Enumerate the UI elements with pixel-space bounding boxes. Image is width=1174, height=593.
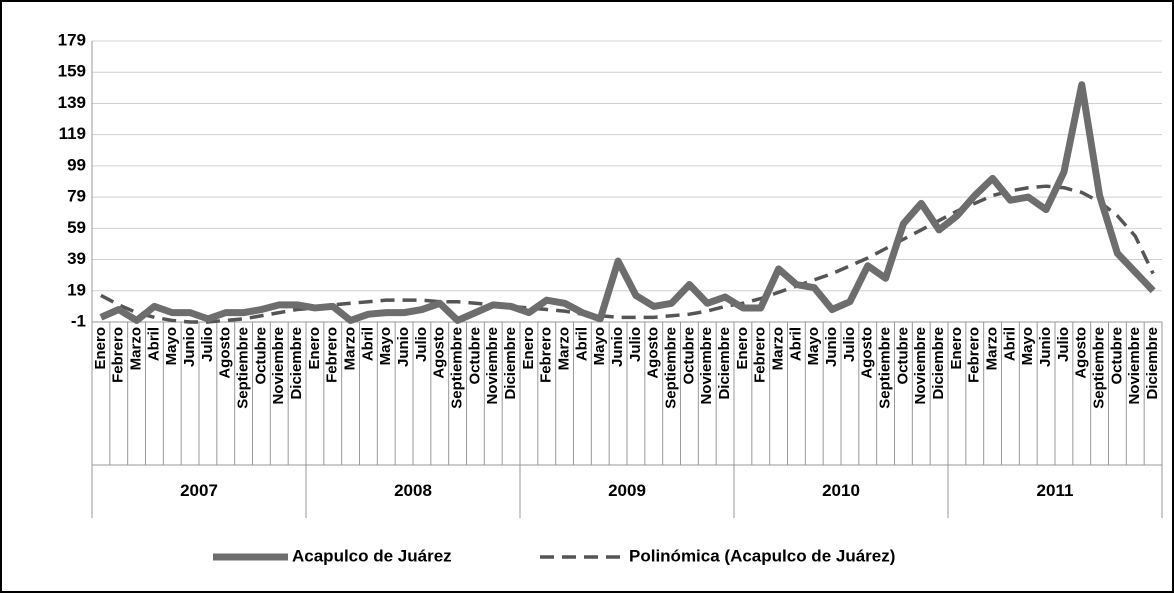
x-tick-label: Febrero bbox=[110, 327, 127, 383]
y-tick-label: 19 bbox=[67, 280, 86, 299]
y-tick-label: 119 bbox=[59, 124, 86, 143]
x-tick-label: Octubre bbox=[680, 327, 697, 385]
x-tick-label: Enero bbox=[520, 327, 537, 370]
x-tick-label: Septiembre bbox=[663, 327, 680, 409]
x-tick-label: Enero bbox=[734, 327, 751, 370]
x-tick-label: Agosto bbox=[217, 327, 234, 379]
x-tick-label: Mayo bbox=[805, 327, 822, 365]
x-tick-label: Mayo bbox=[377, 327, 394, 365]
x-tick-label: Mayo bbox=[163, 327, 180, 365]
x-tick-label: Enero bbox=[92, 327, 109, 370]
data-line bbox=[99, 81, 1156, 324]
x-tick-label: Noviembre bbox=[912, 327, 929, 405]
x-tick-label: Diciembre bbox=[1144, 327, 1161, 400]
x-tick-label: Diciembre bbox=[930, 327, 947, 400]
x-tick-label: Mayo bbox=[591, 327, 608, 365]
x-tick-label: Febrero bbox=[538, 327, 555, 383]
x-tick-label: Marzo bbox=[128, 327, 145, 370]
x-tick-label: Septiembre bbox=[235, 327, 252, 409]
x-tick-label: Junio bbox=[823, 327, 840, 367]
x-tick-label: Septiembre bbox=[1091, 327, 1108, 409]
y-tick-label: -1 bbox=[71, 311, 86, 330]
x-tick-label: Junio bbox=[609, 327, 626, 367]
x-tick-label: Octubre bbox=[894, 327, 911, 385]
x-tick-label: Agosto bbox=[1073, 327, 1090, 379]
y-tick-label: 99 bbox=[67, 155, 86, 174]
x-tick-label: Agosto bbox=[859, 327, 876, 379]
x-tick-label: Junio bbox=[1037, 327, 1054, 367]
x-tick-label: Junio bbox=[395, 327, 412, 367]
x-tick-label: Abril bbox=[359, 327, 376, 361]
x-tick-label: Noviembre bbox=[270, 327, 287, 405]
x-tick-label: Diciembre bbox=[288, 327, 305, 400]
y-tick-label: 179 bbox=[58, 30, 86, 49]
x-tick-label: Agosto bbox=[645, 327, 662, 379]
year-label: 2009 bbox=[608, 481, 646, 500]
year-label: 2010 bbox=[822, 481, 860, 500]
x-tick-label: Marzo bbox=[556, 327, 573, 370]
x-tick-label: Julio bbox=[1055, 327, 1072, 362]
legend-label: Polinómica (Acapulco de Juárez) bbox=[629, 546, 895, 565]
x-tick-label: Abril bbox=[787, 327, 804, 361]
x-tick-label: Septiembre bbox=[449, 327, 466, 409]
y-tick-label: 59 bbox=[67, 218, 86, 237]
data-line bbox=[100, 184, 1155, 324]
x-tick-label: Noviembre bbox=[484, 327, 501, 405]
x-tick-label: Agosto bbox=[431, 327, 448, 379]
x-tick-label: Abril bbox=[1001, 327, 1018, 361]
year-label: 2007 bbox=[180, 481, 218, 500]
x-tick-label: Enero bbox=[306, 327, 323, 370]
x-tick-label: Octubre bbox=[466, 327, 483, 385]
legend-label: Acapulco de Juárez bbox=[292, 546, 452, 565]
x-tick-label: Diciembre bbox=[716, 327, 733, 400]
x-tick-label: Julio bbox=[413, 327, 430, 362]
x-tick-label: Febrero bbox=[324, 327, 341, 383]
x-tick-label: Abril bbox=[145, 327, 162, 361]
x-tick-label: Diciembre bbox=[502, 327, 519, 400]
x-tick-label: Junio bbox=[181, 327, 198, 367]
x-tick-label: Mayo bbox=[1019, 327, 1036, 365]
x-tick-label: Febrero bbox=[966, 327, 983, 383]
x-tick-label: Marzo bbox=[984, 327, 1001, 370]
x-tick-label: Marzo bbox=[342, 327, 359, 370]
year-label: 2008 bbox=[394, 481, 432, 500]
x-tick-label: Octubre bbox=[1108, 327, 1125, 385]
x-tick-label: Febrero bbox=[752, 327, 769, 383]
x-tick-label: Marzo bbox=[770, 327, 787, 370]
year-label: 2011 bbox=[1037, 481, 1074, 500]
x-tick-label: Noviembre bbox=[1126, 327, 1143, 405]
x-tick-label: Abril bbox=[573, 327, 590, 361]
x-tick-label: Septiembre bbox=[877, 327, 894, 409]
x-tick-label: Julio bbox=[199, 327, 216, 362]
x-tick-label: Julio bbox=[841, 327, 858, 362]
y-tick-label: 159 bbox=[58, 62, 86, 81]
y-tick-label: 79 bbox=[67, 187, 86, 206]
x-tick-label: Julio bbox=[627, 327, 644, 362]
x-tick-label: Enero bbox=[948, 327, 965, 370]
y-tick-label: 39 bbox=[67, 249, 86, 268]
x-tick-label: Noviembre bbox=[698, 327, 715, 405]
y-tick-label: 139 bbox=[58, 93, 86, 112]
x-tick-label: Octubre bbox=[252, 327, 269, 385]
